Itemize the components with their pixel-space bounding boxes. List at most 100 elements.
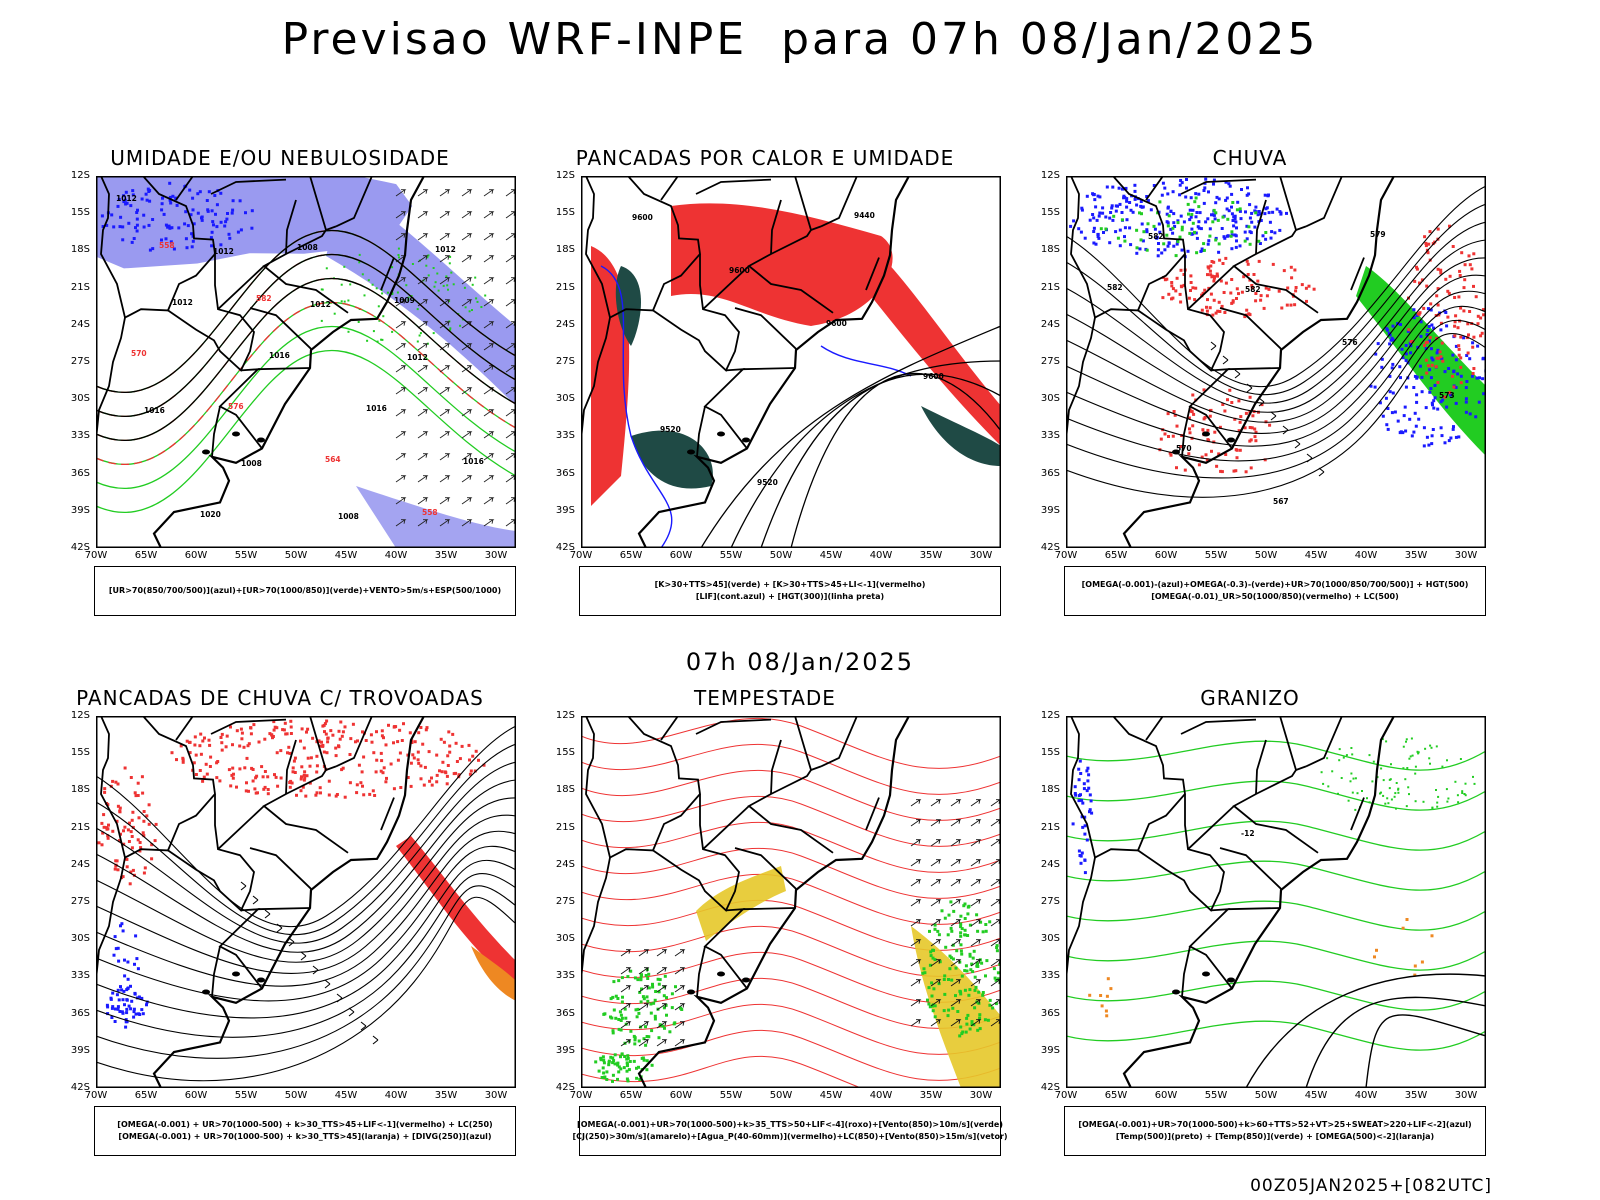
wind-vector (461, 475, 473, 483)
thunderstorm-red-cells (193, 735, 197, 739)
humidity-low-layer-cells (320, 319, 323, 322)
wind-850-green-cells (966, 912, 970, 916)
rain-red-south-cells (1249, 438, 1253, 442)
wind-850-green-cells (613, 1062, 617, 1066)
latitude-tick-label: 27S (1040, 896, 1060, 907)
humidity-low-layer-cells (391, 266, 394, 269)
contour-label: 1012 (116, 194, 137, 203)
wind-850-green-cells (963, 988, 967, 992)
rain-red-cells (1289, 265, 1293, 269)
rain-blue-band-cells (1440, 357, 1444, 361)
humidity-low-layer-cells (380, 338, 383, 341)
temp-850-contour-noise (1416, 750, 1419, 753)
wind-850-green-cells (993, 976, 997, 980)
thunderstorm-red-cells (270, 733, 274, 737)
rain-blue-band-cells (1410, 434, 1414, 438)
latitude-tick-label: 42S (1040, 1082, 1060, 1093)
wind-850-green-cells (616, 1077, 619, 1081)
latitude-tick-label: 21S (555, 821, 575, 833)
political-border (325, 765, 337, 771)
thunderstorm-red-cells (340, 768, 344, 772)
thunderstorm-red-cells (254, 791, 258, 795)
thunderstorm-red-cells (384, 743, 388, 747)
thunderstorm-red-cells (266, 788, 270, 791)
rain-omega-blue-cells (1263, 193, 1267, 197)
longitude-tick-label: 40W (384, 1090, 408, 1101)
wind-850-green-cells (668, 1030, 672, 1034)
political-border (1295, 225, 1307, 231)
rain-red-cells (1182, 283, 1186, 287)
rain-red-east-cells (1467, 254, 1471, 258)
rain-omega-green-cells (1231, 201, 1235, 204)
thunderstorm-red-cells (338, 737, 342, 741)
wind-850-green-cells (978, 1013, 982, 1017)
humidity-low-layer-cells (447, 288, 449, 291)
rain-omega-blue-cells (1273, 231, 1277, 235)
thunderstorm-red-west (129, 776, 133, 779)
wind-850-green-cells (605, 1070, 609, 1074)
humidity-high-cells (224, 220, 228, 224)
humidity-low-layer-cells (333, 312, 336, 315)
rain-omega-blue-cells (1128, 201, 1132, 204)
rain-red-south-cells (1210, 449, 1213, 453)
wind-850-green-cells (616, 997, 620, 1000)
thunderstorm-red-cells (246, 744, 250, 748)
lake (232, 971, 240, 977)
rain-red-cells (1252, 273, 1256, 276)
thunderstorm-red-cells (409, 784, 413, 788)
thunderstorm-orange-band (471, 946, 516, 1001)
rain-omega-blue-cells (1171, 231, 1175, 235)
lake (1172, 449, 1180, 455)
latitude-tick-label: 30S (555, 933, 575, 945)
rain-blue-band-cells (1391, 324, 1395, 328)
divergence-250-cells (116, 1007, 120, 1011)
thunderstorm-red-cells (428, 779, 432, 783)
streamline-250-arrow (252, 895, 259, 905)
latitude-tick-label: 18S (555, 784, 575, 796)
latitude-tick-label: 42S (70, 1082, 90, 1093)
streamline-250-arrow (336, 993, 343, 1003)
streamline-250-arrow (348, 1007, 355, 1017)
rain-red-cells (1170, 281, 1174, 284)
rain-red-east-cells (1436, 287, 1440, 291)
rain-omega-green-cells (1197, 205, 1201, 209)
rain-red-east-cells (1476, 314, 1480, 318)
wind-vector-850 (910, 979, 922, 987)
wind-vector-850 (620, 949, 632, 957)
rain-omega-blue-cells (1123, 196, 1127, 199)
rain-red-east-cells (1448, 224, 1451, 228)
wind-850-green-cells (926, 998, 929, 1002)
latitude-tick-label: 18S (1040, 784, 1060, 796)
legend-box: [OMEGA(-0.001)-(azul)+OMEGA(-0.3)-(verde… (1064, 566, 1486, 616)
rain-red-south-cells (1168, 451, 1172, 455)
rain-omega-blue-cells (1265, 206, 1269, 210)
rain-omega-green-cells (1116, 236, 1120, 240)
thunderstorm-red-west (123, 825, 127, 829)
lake (687, 989, 695, 995)
thunderstorm-red-cells (287, 745, 291, 749)
humidity-low-layer-cells (347, 330, 350, 333)
wind-850-green-cells (620, 976, 624, 980)
thunderstorm-red-cells (300, 765, 304, 769)
rain-red-east-cells (1457, 347, 1461, 351)
longitude-tick-label: 30W (1454, 1090, 1478, 1101)
thunderstorm-red-cells (379, 769, 383, 773)
humidity-low-layer-cells (434, 281, 437, 284)
wind-850-green-cells (642, 1037, 646, 1041)
hail-blue-cells (1074, 793, 1078, 797)
rain-red-south-cells (1201, 428, 1205, 432)
longitude-tick-label: 65W (1104, 1090, 1128, 1101)
wind-850-green-cells (947, 978, 950, 981)
wind-vector-850 (638, 1039, 650, 1047)
divergence-250-cells (129, 1007, 133, 1011)
legend-box: [UR>70(850/700/500)](azul)+[UR>70(1000/8… (94, 566, 516, 616)
political-border (1305, 176, 1343, 228)
humidity-high-cells (105, 223, 109, 227)
rain-blue-band-cells (1378, 401, 1382, 405)
rain-red-east-cells (1418, 281, 1421, 285)
thunderstorm-red-cells (293, 771, 297, 774)
height-500-contour-arrow (1306, 453, 1313, 463)
humidity-high-cells (110, 213, 114, 217)
hail-blue-cells (1078, 759, 1082, 763)
